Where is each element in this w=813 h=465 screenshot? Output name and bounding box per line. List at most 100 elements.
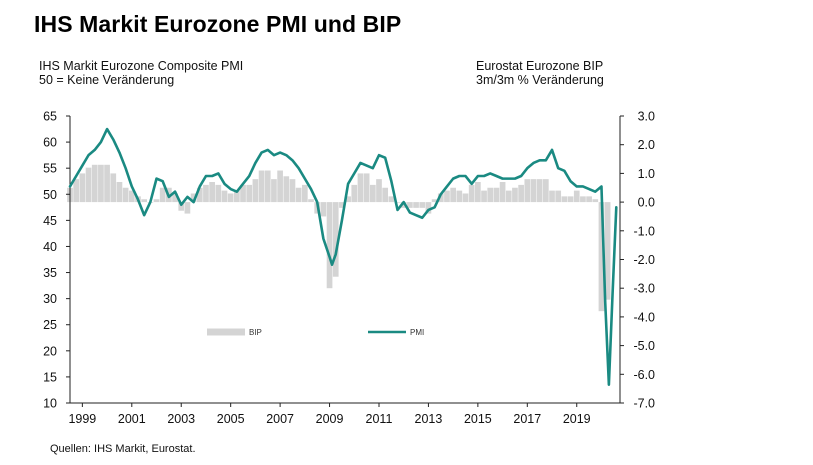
right-tick-label: -6.0 bbox=[633, 368, 655, 382]
left-tick-label: 15 bbox=[43, 370, 57, 384]
bip-bar bbox=[524, 179, 531, 203]
bip-bar bbox=[289, 179, 296, 203]
bip-bar bbox=[277, 170, 283, 203]
bip-bars bbox=[67, 164, 611, 312]
bip-bar bbox=[357, 173, 364, 203]
right-axis-caption-line1: Eurostat Eurozone BIP bbox=[476, 59, 604, 73]
left-tick-label: 60 bbox=[43, 136, 57, 150]
bip-bar bbox=[400, 202, 407, 208]
bip-bar bbox=[493, 187, 500, 203]
right-tick-label: -1.0 bbox=[633, 224, 655, 238]
bip-bar bbox=[530, 179, 537, 203]
bip-bar bbox=[159, 187, 166, 203]
bip-bar bbox=[376, 179, 382, 203]
bip-bar bbox=[116, 182, 123, 203]
bip-bar bbox=[209, 182, 215, 203]
bip-bar bbox=[339, 202, 345, 208]
right-tick-label: 2.0 bbox=[638, 138, 655, 152]
tick-labels: 6560555045403530252015103.02.01.00.0-1.0… bbox=[43, 110, 655, 427]
left-tick-label: 65 bbox=[43, 110, 57, 124]
bip-bar bbox=[301, 184, 308, 203]
bip-bar bbox=[184, 202, 191, 214]
bip-bar bbox=[178, 202, 185, 211]
bip-bar bbox=[388, 196, 395, 203]
bip-bar bbox=[295, 187, 302, 203]
bip-bar bbox=[580, 196, 586, 203]
bip-bar bbox=[456, 190, 463, 203]
bip-bar bbox=[110, 173, 117, 203]
left-tick-label: 50 bbox=[43, 188, 57, 202]
bip-bar bbox=[308, 199, 314, 203]
bip-bar bbox=[363, 173, 370, 203]
x-tick-label: 2007 bbox=[266, 412, 294, 426]
bip-bar bbox=[203, 184, 209, 203]
right-tick-label: -4.0 bbox=[633, 310, 655, 324]
bip-bar bbox=[450, 187, 456, 203]
bip-bar bbox=[487, 187, 494, 203]
x-tick-label: 2011 bbox=[366, 412, 393, 426]
bip-bar bbox=[73, 179, 80, 203]
right-tick-label: -5.0 bbox=[633, 339, 655, 353]
bip-bar bbox=[172, 193, 178, 203]
chart-axes bbox=[66, 115, 624, 407]
pmi-line bbox=[68, 127, 618, 387]
bip-bar bbox=[543, 179, 549, 203]
bip-bar bbox=[499, 182, 506, 203]
bip-bar bbox=[407, 202, 413, 208]
x-tick-label: 1999 bbox=[68, 412, 96, 426]
bip-bar bbox=[98, 164, 104, 203]
bip-bar bbox=[394, 202, 401, 203]
bip-bar bbox=[326, 202, 333, 289]
legend-swatch-bip bbox=[207, 328, 245, 336]
bip-bar bbox=[561, 196, 568, 203]
bip-bar bbox=[240, 184, 246, 203]
bip-bar bbox=[462, 193, 469, 203]
bip-bar bbox=[122, 187, 129, 203]
x-tick-label: 2013 bbox=[415, 412, 443, 426]
bip-bar bbox=[196, 187, 203, 203]
pmi-line-group bbox=[68, 127, 618, 387]
bip-bar bbox=[258, 170, 265, 203]
right-axis-caption-line2: 3m/3m % Veränderung bbox=[476, 73, 604, 87]
bip-bar bbox=[85, 167, 92, 203]
bip-bar bbox=[153, 199, 160, 203]
x-tick-label: 2003 bbox=[167, 412, 195, 426]
bip-bar bbox=[190, 193, 197, 203]
left-axis-caption-line1: IHS Markit Eurozone Composite PMI bbox=[39, 59, 244, 73]
x-tick-label: 2009 bbox=[316, 412, 344, 426]
bip-bar bbox=[382, 187, 389, 203]
bip-bar bbox=[431, 199, 438, 203]
bip-bar bbox=[604, 202, 611, 300]
bip-bar bbox=[586, 196, 592, 203]
bip-bar bbox=[252, 179, 259, 203]
bip-bar bbox=[549, 190, 555, 203]
bip-bar bbox=[444, 190, 450, 203]
bip-bar bbox=[79, 173, 86, 203]
bip-bar bbox=[555, 190, 562, 203]
right-tick-label: -2.0 bbox=[633, 253, 655, 267]
bip-bar bbox=[425, 202, 432, 214]
bip-bar bbox=[215, 184, 222, 203]
right-tick-label: 3.0 bbox=[638, 110, 655, 124]
legend-label-bip: BIP bbox=[249, 328, 262, 337]
bip-bar bbox=[475, 182, 481, 203]
x-tick-label: 2019 bbox=[563, 412, 591, 426]
legend-label-pmi: PMI bbox=[410, 328, 424, 337]
bip-bar bbox=[481, 190, 487, 203]
bip-bar bbox=[598, 202, 605, 312]
left-tick-label: 55 bbox=[43, 162, 57, 176]
bip-bar bbox=[264, 170, 271, 203]
bip-bar bbox=[104, 164, 110, 203]
x-tick-label: 2001 bbox=[118, 412, 146, 426]
x-tick-label: 2015 bbox=[464, 412, 492, 426]
source-note: Quellen: IHS Markit, Eurostat. bbox=[50, 443, 196, 455]
left-axis-caption: IHS Markit Eurozone Composite PMI 50 = K… bbox=[39, 59, 243, 87]
bip-bar bbox=[234, 190, 240, 203]
bip-bar bbox=[351, 184, 358, 203]
left-tick-label: 40 bbox=[43, 240, 57, 254]
bip-bar bbox=[271, 179, 277, 203]
left-tick-label: 35 bbox=[43, 266, 57, 280]
bip-bar bbox=[468, 184, 475, 203]
bip-bar bbox=[246, 184, 253, 203]
